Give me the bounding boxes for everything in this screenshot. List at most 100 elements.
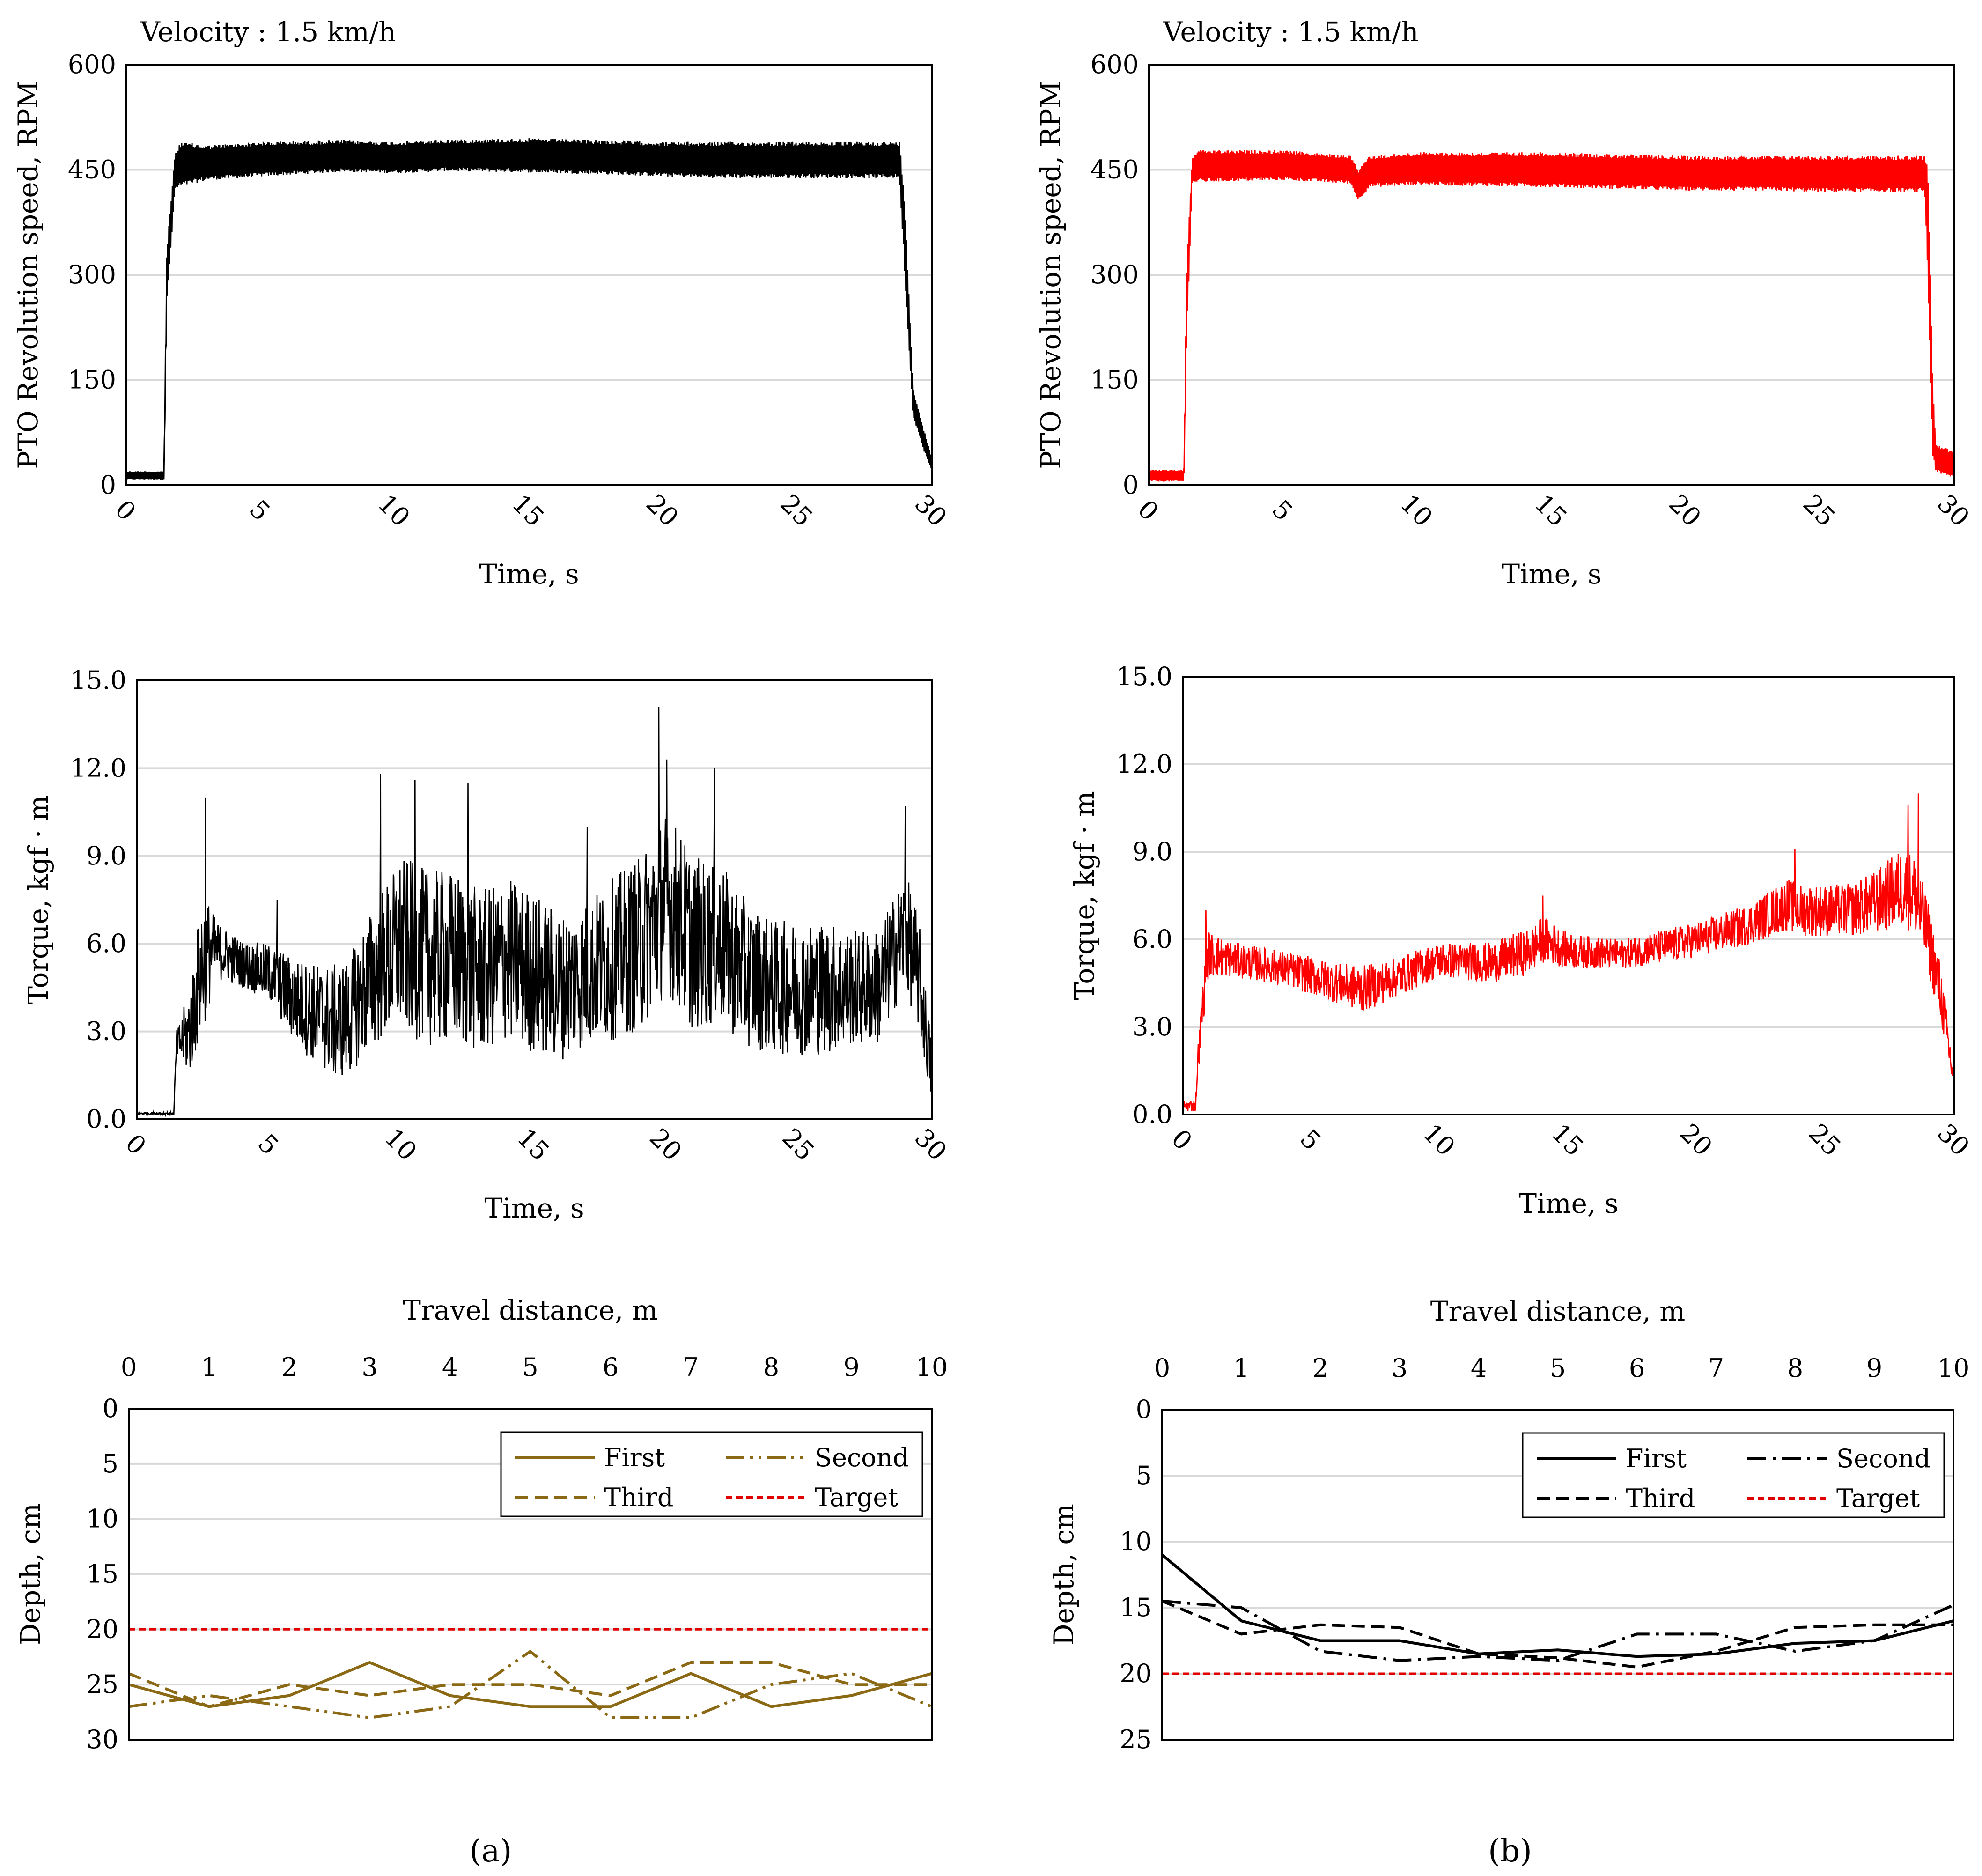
x-tick-label-a-depth: 3: [361, 1352, 377, 1382]
series-trace-b-torque: [1183, 793, 1954, 1112]
x-tick-label-b-depth: 10: [1938, 1353, 1970, 1383]
x-tick-label-a-depth: 8: [763, 1352, 779, 1382]
series-line-second-b-depth: [1162, 1599, 1953, 1662]
x-tick-label-a-depth: 1: [201, 1352, 217, 1382]
legend-label-first-a-depth: First: [604, 1443, 665, 1472]
y-axis-label-a-depth: Depth, cm: [15, 1503, 46, 1645]
x-tick-label-a-rpm: 20: [641, 488, 684, 532]
plot-frame-b-torque: [1182, 676, 1955, 1115]
panel-label-b: (b): [1488, 1833, 1532, 1869]
series-trace-a-torque: [137, 707, 932, 1117]
legend-label-third-b-depth: Third: [1626, 1484, 1695, 1513]
y-tick-label-b-depth: 15: [1120, 1593, 1152, 1622]
y-tick-label-b-depth: 25: [1120, 1725, 1152, 1754]
y-axis-label-b-rpm: PTO Revolution speed, RPM: [1035, 81, 1067, 469]
panel-label-a: (a): [470, 1833, 512, 1869]
x-tick-label-a-depth: 5: [522, 1352, 538, 1382]
x-tick-label-b-rpm: 15: [1529, 488, 1572, 532]
plot-area-a-depth: [129, 1628, 932, 1719]
y-tick-label-b-rpm: 300: [1090, 260, 1139, 289]
y-tick-label-a-rpm: 600: [68, 50, 116, 79]
x-tick-label-a-depth: 10: [916, 1352, 948, 1382]
x-tick-label-b-depth: 5: [1550, 1353, 1566, 1383]
y-tick-label-a-rpm: 150: [68, 365, 116, 395]
y-tick-label-b-rpm: 450: [1090, 155, 1139, 185]
y-axis-label-a-torque: Torque, kgf · m: [22, 795, 54, 1004]
y-tick-label-b-torque: 9.0: [1132, 837, 1172, 866]
plot-frame-b-rpm: [1148, 64, 1955, 486]
series-line-first-b-depth: [1162, 1553, 1953, 1658]
y-tick-label-a-torque: 9.0: [86, 841, 126, 871]
x-tick-label-a-torque: 15: [511, 1123, 555, 1166]
y-tick-label-a-torque: 6.0: [86, 929, 126, 958]
x-tick-label-a-depth: 9: [843, 1352, 859, 1382]
y-tick-label-b-torque: 0.0: [1132, 1100, 1172, 1129]
y-axis-label-a-rpm: PTO Revolution speed, RPM: [12, 81, 44, 469]
x-tick-label-b-torque: 25: [1803, 1118, 1847, 1161]
x-tick-label-a-depth: 6: [603, 1352, 619, 1382]
chart-b-depth: 0 5 10 15 20 25 0 1 2 3 4 5 6 7 8 9 10 First Second Third Ta…: [1048, 1295, 1969, 1754]
x-tick-label-b-depth: 4: [1471, 1353, 1487, 1383]
y-tick-label-b-rpm: 0: [1123, 470, 1139, 500]
y-tick-label-b-torque: 3.0: [1132, 1012, 1172, 1041]
plot-frame-a-rpm: [125, 64, 933, 486]
y-tick-label-a-depth: 0: [103, 1394, 118, 1423]
x-tick-label-b-torque: 10: [1417, 1118, 1461, 1161]
x-tick-label-b-rpm: 30: [1931, 488, 1975, 532]
y-tick-label-b-depth: 5: [1136, 1461, 1152, 1490]
x-tick-label-a-rpm: 5: [243, 495, 276, 527]
legend-label-target-a-depth: Target: [815, 1483, 898, 1512]
x-axis-label-b-torque: Time, s: [1518, 1188, 1618, 1219]
x-tick-label-b-depth: 8: [1787, 1353, 1803, 1383]
x-tick-label-a-depth: 0: [121, 1352, 137, 1382]
y-tick-label-b-depth: 20: [1120, 1659, 1152, 1688]
y-axis-label-b-depth: Depth, cm: [1048, 1504, 1080, 1646]
x-axis-label-a-rpm: Time, s: [479, 558, 579, 590]
legend-label-target-b-depth: Target: [1836, 1484, 1920, 1513]
plot-frame-a-depth: [128, 1408, 933, 1741]
plot-area-a-rpm: [126, 138, 932, 480]
x-tick-label-b-depth: 1: [1233, 1353, 1249, 1383]
x-tick-label-a-rpm: 25: [775, 488, 818, 532]
y-tick-label-a-depth: 25: [86, 1669, 118, 1699]
y-axis-label-b-torque: Torque, kgf · m: [1068, 791, 1100, 1000]
x-tick-label-a-torque: 10: [379, 1123, 422, 1166]
x-tick-label-b-rpm: 5: [1266, 495, 1298, 527]
y-tick-label-a-torque: 3.0: [86, 1017, 126, 1046]
y-tick-label-a-torque: 15.0: [70, 665, 126, 695]
x-tick-label-b-rpm: 25: [1798, 488, 1841, 532]
plot-area-b-depth: [1162, 1553, 1953, 1675]
x-axis-label-a-depth: Travel distance, m: [403, 1294, 657, 1326]
x-axis-label-b-depth: Travel distance, m: [1430, 1295, 1685, 1327]
series-line-third-a-depth: [129, 1661, 932, 1708]
y-tick-label-b-torque: 15.0: [1116, 662, 1172, 691]
legend-label-third-a-depth: Third: [604, 1483, 673, 1512]
y-tick-label-a-rpm: 0: [100, 470, 116, 500]
x-tick-label-b-depth: 3: [1392, 1353, 1407, 1383]
x-tick-label-b-depth: 7: [1708, 1353, 1724, 1383]
x-tick-label-b-torque: 30: [1931, 1118, 1975, 1161]
x-tick-label-a-depth: 2: [281, 1352, 297, 1382]
x-tick-label-b-torque: 5: [1294, 1124, 1326, 1156]
y-tick-label-a-depth: 10: [86, 1504, 118, 1534]
x-tick-label-b-rpm: 20: [1663, 488, 1707, 532]
y-tick-label-a-rpm: 300: [68, 260, 116, 289]
series-trace-b-rpm: [1149, 150, 1954, 482]
chart-a-depth: 0 5 10 15 20 25 30 0 1 2 3 4 5 6 7 8 9 10 First Second Third…: [15, 1294, 948, 1754]
plot-frame-b-depth: [1161, 1409, 1954, 1741]
x-tick-label-a-rpm: 30: [909, 488, 952, 532]
x-tick-label-b-depth: 6: [1629, 1353, 1645, 1383]
y-tick-label-b-torque: 12.0: [1116, 749, 1172, 779]
x-tick-label-b-torque: 15: [1546, 1118, 1589, 1161]
y-tick-label-a-rpm: 450: [68, 155, 116, 185]
plot-area-b-rpm: [1149, 150, 1954, 482]
legend-label-second-a-depth: Second: [815, 1443, 909, 1472]
x-tick-label-a-rpm: 15: [506, 488, 550, 532]
x-tick-label-a-torque: 30: [909, 1123, 952, 1166]
x-tick-label-a-depth: 4: [442, 1352, 458, 1382]
x-axis-label-b-rpm: Time, s: [1502, 558, 1601, 590]
y-tick-label-b-rpm: 150: [1090, 365, 1139, 395]
